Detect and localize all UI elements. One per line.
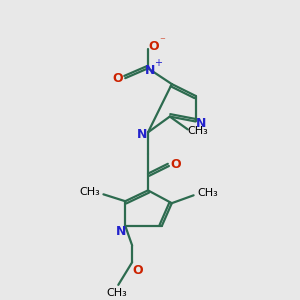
Text: O: O	[149, 40, 159, 53]
Text: N: N	[196, 117, 207, 130]
Text: ⁻: ⁻	[159, 37, 165, 47]
Text: N: N	[137, 128, 147, 141]
Text: N: N	[116, 225, 127, 238]
Text: O: O	[112, 72, 123, 85]
Text: O: O	[170, 158, 181, 171]
Text: CH₃: CH₃	[79, 188, 100, 197]
Text: CH₃: CH₃	[187, 126, 208, 136]
Text: CH₃: CH₃	[106, 288, 127, 298]
Text: N: N	[145, 64, 155, 77]
Text: O: O	[133, 264, 143, 277]
Text: CH₃: CH₃	[197, 188, 218, 198]
Text: +: +	[154, 58, 162, 68]
